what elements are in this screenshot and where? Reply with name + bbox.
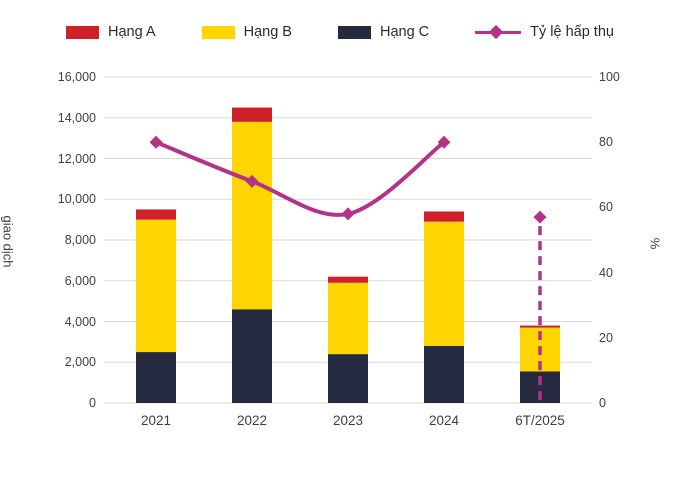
left-axis-tick-16,000: 16,000 [57,70,96,84]
legend-item-1: Hạng B [201,24,292,40]
legend: Hạng A Hạng B Hạng C Tỷ lệ hấp thụ [0,24,680,40]
legend-swatch-icon [201,25,235,39]
x-axis-label-2021: 2021 [140,413,172,428]
right-axis-title: % [647,237,663,250]
bar-2023-hạng-c [328,354,368,403]
right-axis-tick-40: 40 [599,265,613,280]
left-axis-tick-8,000: 8,000 [64,233,96,247]
bar-2021-hạng-b [136,219,176,353]
right-axis-tick-80: 80 [599,135,613,150]
line-marker-6T2025 [533,210,547,224]
right-axis-tick-60: 60 [599,200,613,215]
legend-label: Hạng B [243,24,292,40]
bar-2024-hạng-b [424,221,464,346]
bar-2021-hạng-c [136,352,176,403]
line-marker-2024 [437,135,451,149]
bar-2023-hạng-b [328,282,368,355]
left-axis-tick-2,000: 2,000 [64,355,96,370]
absorption-rate-line [154,140,446,217]
left-axis-tick-6,000: 6,000 [64,273,96,288]
line-marker-2023 [341,207,355,221]
right-axis-tick-20: 20 [599,330,613,345]
x-axis-label-2023: 2023 [332,413,364,428]
legend-item-2: Hạng C [337,24,430,40]
bar-2023-hạng-a [328,276,368,283]
x-axis-label-2024: 2024 [428,413,460,428]
left-axis-tick-14,000: 14,000 [57,110,96,125]
legend-item-3: Tỷ lệ hấp thụ [475,24,614,40]
legend-swatch-icon [66,25,100,39]
legend-label: Tỷ lệ hấp thụ [530,24,614,40]
bar-2024-hạng-c [424,345,464,403]
x-axis-label-6T2025: 6T/2025 [515,413,565,428]
left-axis-tick-0: 0 [89,396,96,410]
bar-2022-hạng-c [232,309,272,403]
bar-2021-hạng-a [136,209,176,220]
legend-swatch-icon [337,25,371,39]
legend-item-0: Hạng A [66,24,156,40]
bar-2024-hạng-a [424,211,464,222]
bar-2022-hạng-a [232,107,272,122]
left-axis-tick-4,000: 4,000 [64,314,96,329]
bar-2022-hạng-b [232,121,272,310]
legend-label: Hạng C [379,24,430,40]
legend-line-marker-icon [475,24,522,40]
left-axis-tick-12,000: 12,000 [57,151,96,166]
left-axis-title: giao dịch [0,215,16,268]
line-marker-2022 [245,174,259,188]
right-axis-tick-100: 100 [599,70,620,84]
bar-6T2025-hạng-a [520,325,560,328]
x-axis-label-2022: 2022 [236,413,268,428]
legend-label: Hạng A [108,24,156,40]
left-axis-tick-10,000: 10,000 [57,192,96,207]
right-axis-tick-0: 0 [599,396,606,410]
line-marker-2021 [149,135,163,149]
